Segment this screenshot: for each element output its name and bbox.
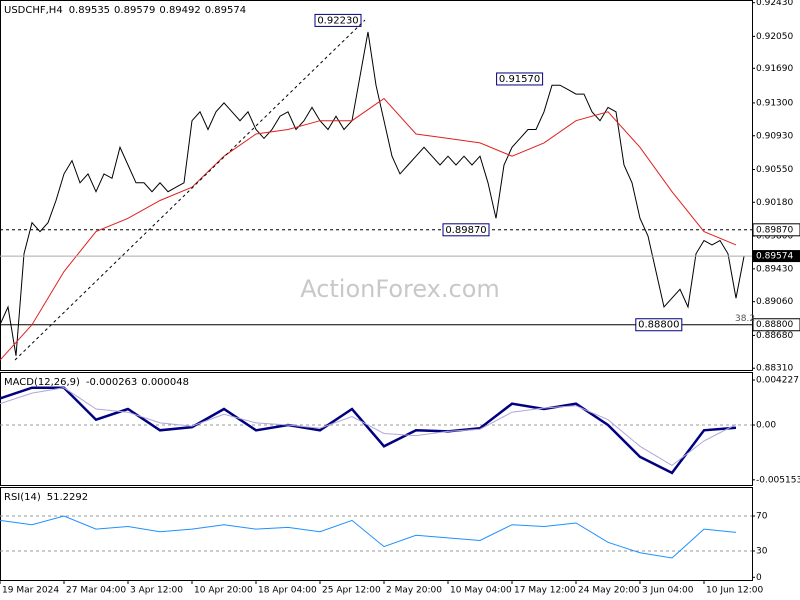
title: USDCHF,H4 [4,5,63,16]
level-label: 0.88800 [756,320,793,330]
x-tick-label: 2 May 20:00 [386,586,442,596]
y-tick-label: 0.89060 [756,297,793,307]
trendline [14,19,366,361]
price-label: 0.89870 [445,225,486,236]
y-tick-label: 0.90180 [756,198,793,208]
series-line [0,31,745,356]
level-label-box [752,223,800,237]
panel-frame [0,487,753,581]
panel-title: MACD(12,26,9) -0.000263 0.000048 [4,377,189,388]
price-label: 0.91570 [499,74,540,85]
panel-frame [0,0,753,371]
reading: 0.89574 [205,5,246,16]
current-price-label: 0.89574 [756,252,793,262]
x-tick-label: 10 Jun 12:00 [706,586,763,596]
title: MACD(12,26,9) [4,377,80,388]
reading: 51.2292 [47,492,88,503]
price-label: 0.88800 [638,320,679,331]
y-tick-label: 0.004227 [756,376,799,386]
y-tick-label: 0.92430 [756,0,793,8]
x-tick-label: 17 May 12:00 [514,586,576,596]
x-tick-label: 24 May 20:00 [578,586,640,596]
reading: -0.000263 [86,377,137,388]
y-tick-label: 0.00 [756,420,776,430]
y-tick-label: 0.90930 [756,131,793,141]
level-label-box [752,318,800,332]
reading: 0.89579 [114,5,155,16]
series-line [0,515,737,559]
panel-frame [0,372,753,486]
y-tick-label: -0.005153 [756,475,800,485]
y-tick-label: 0.90550 [756,165,793,175]
reading: 0.000048 [141,377,189,388]
x-tick-label: 25 Apr 12:00 [322,586,381,596]
price-label-box [314,13,362,27]
y-tick-label: 0.91690 [756,64,793,74]
series-line [0,387,737,467]
x-tick-label: 3 Apr 12:00 [130,586,183,596]
level-label: 0.89870 [756,225,793,235]
y-tick-label: 0 [756,573,762,583]
x-tick-label: 10 May 04:00 [450,586,512,596]
panel-title: USDCHF,H4 0.89535 0.89579 0.89492 0.89574 [4,5,246,16]
y-tick-label: 0.92050 [756,32,793,42]
series-line [0,386,737,475]
x-tick-label: 3 Jun 04:00 [642,586,694,596]
y-tick-label: 0.88680 [756,331,793,341]
y-tick-label: 70 [756,511,768,521]
watermark: ActionForex.com [300,275,500,303]
reading: 0.89492 [159,5,200,16]
title: RSI(14) [4,492,41,503]
price-label-box [496,72,544,86]
x-tick-label: 27 Mar 04:00 [66,586,126,596]
y-tick-label: 0.91300 [756,98,793,108]
x-tick-label: 19 Mar 2024 [2,586,59,596]
x-tick-label: 18 Apr 04:00 [258,586,317,596]
price-label-box [635,318,683,332]
y-tick-label: 0.88310 [756,364,793,374]
y-tick-label: 0.89430 [756,264,793,274]
y-tick-label: 30 [756,547,768,557]
fib-label: 38.2 [735,314,755,324]
series-line [0,97,737,361]
x-tick-label: 10 Apr 20:00 [194,586,253,596]
price-label: 0.92230 [317,15,358,26]
current-price-box [753,250,800,263]
price-label-box [442,223,490,237]
panel-title: RSI(14) 51.2292 [4,492,88,503]
reading: 0.89535 [69,5,110,16]
y-tick-label: 0.89800 [756,232,793,242]
